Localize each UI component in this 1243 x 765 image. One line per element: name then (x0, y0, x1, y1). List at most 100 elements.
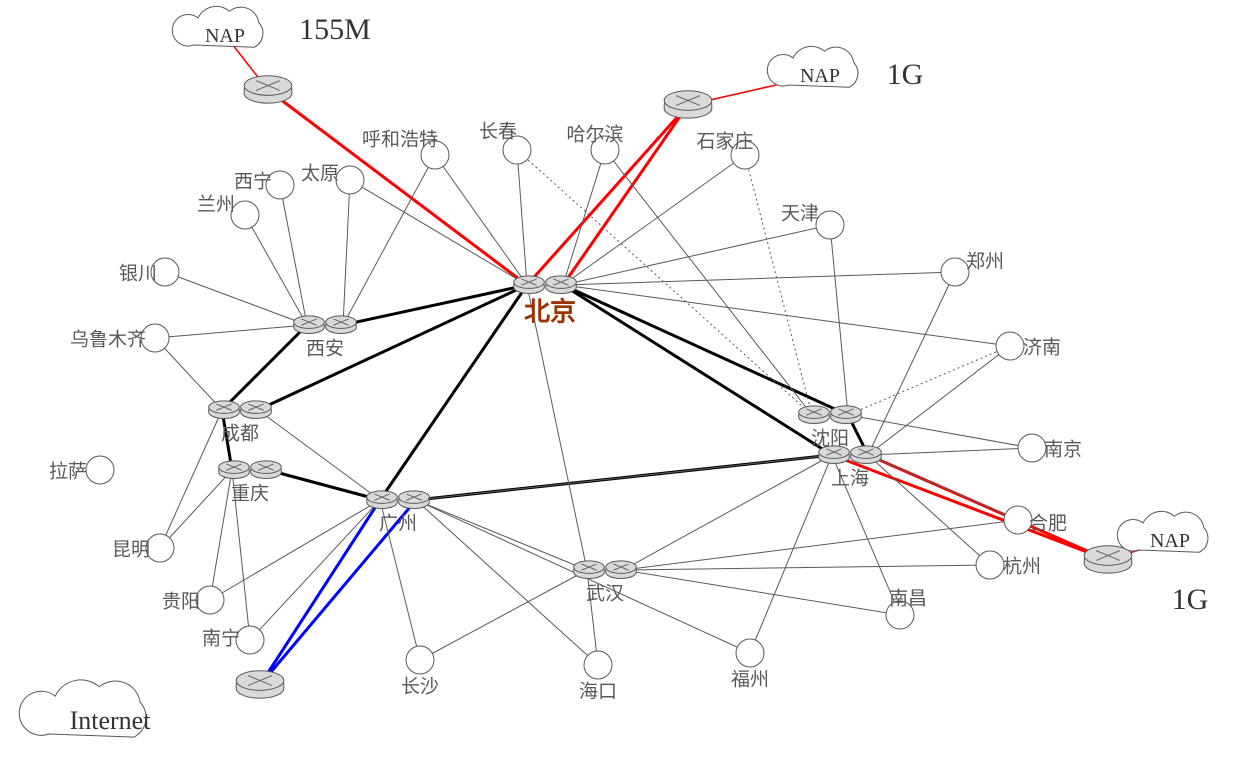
edge (623, 570, 900, 615)
router-pair-icon (326, 316, 357, 334)
node-label: 银川 (119, 259, 157, 286)
node-label: 石家庄 (696, 127, 753, 154)
node-label: 重庆 (231, 479, 269, 506)
edge (416, 455, 832, 500)
node-label: 沈阳 (811, 424, 849, 451)
city-node (996, 332, 1024, 360)
edge (563, 272, 955, 285)
edge (420, 570, 587, 660)
edge (343, 285, 527, 325)
edge (868, 346, 1010, 455)
edge (210, 500, 380, 600)
node-label: 拉萨 (49, 457, 87, 484)
edge (245, 215, 307, 325)
svg-text:Internet: Internet (70, 706, 152, 735)
node-label: 南京 (1044, 435, 1082, 462)
node-label: 155M (299, 13, 371, 47)
edge (435, 155, 527, 285)
router-icon (236, 671, 284, 698)
city-node (1018, 434, 1046, 462)
edge (623, 565, 990, 570)
edge (222, 325, 307, 410)
city-node (406, 646, 434, 674)
router-icon (244, 76, 292, 103)
node-label: 杭州 (1003, 552, 1041, 579)
node-label: 1G (887, 58, 924, 92)
edge (258, 410, 380, 500)
edge (563, 225, 830, 285)
edge (260, 500, 380, 685)
edge (160, 410, 222, 548)
edge (750, 455, 832, 653)
svg-text:NAP: NAP (1150, 530, 1190, 552)
edge (416, 500, 587, 570)
city-node (231, 201, 259, 229)
city-node (236, 626, 264, 654)
svg-text:NAP: NAP (205, 25, 245, 47)
router-pair-icon (219, 461, 250, 479)
node-label: 广州 (379, 509, 417, 536)
node-label: 贵阳 (162, 587, 200, 614)
router-pair-icon (851, 446, 882, 464)
edge (155, 338, 222, 410)
router-pair-icon (831, 406, 862, 424)
router-pair-icon (399, 491, 430, 509)
edge (258, 285, 527, 410)
edge (848, 415, 1032, 448)
node-label: 西宁 (234, 167, 272, 194)
city-node (941, 258, 969, 286)
city-node (1004, 506, 1032, 534)
edge (563, 150, 605, 285)
network-canvas: NAP NAP NAP Internet (0, 0, 1243, 765)
city-node (736, 639, 764, 667)
node-label: 1G (1172, 583, 1209, 617)
edge (350, 180, 527, 285)
router-pair-icon (606, 561, 637, 579)
cloud-icon: NAP (1117, 511, 1208, 552)
edge (343, 180, 350, 325)
city-node (816, 211, 844, 239)
router-icon (1084, 546, 1132, 573)
edge (623, 455, 832, 570)
edge (868, 455, 990, 565)
node-label: 兰州 (197, 190, 235, 217)
node-label: 上海 (831, 464, 869, 491)
edge (280, 185, 307, 325)
router-pair-icon (367, 491, 398, 509)
router-pair-icon (799, 406, 830, 424)
edge (745, 155, 812, 415)
edge (868, 272, 955, 455)
city-node (976, 551, 1004, 579)
edge (165, 272, 307, 325)
cloud-icon: NAP (172, 6, 263, 47)
node-label: 南宁 (202, 624, 240, 651)
city-node (146, 534, 174, 562)
svg-text:NAP: NAP (800, 65, 840, 87)
router-pair-icon (574, 561, 605, 579)
node-label: 哈尔滨 (566, 120, 623, 147)
edge (830, 225, 848, 415)
cloud-icon: NAP (767, 46, 858, 87)
cloud-icon: Internet (19, 680, 151, 737)
node-label: 太原 (301, 159, 339, 186)
edge (210, 470, 232, 600)
node-label: 武汉 (586, 579, 624, 606)
router-icon (664, 91, 712, 118)
edge (380, 285, 527, 500)
node-label: 合肥 (1029, 509, 1067, 536)
node-label: 海口 (579, 677, 617, 704)
node-label: 长春 (479, 117, 517, 144)
router-pair-icon (209, 401, 240, 419)
edge (868, 455, 1018, 520)
edge (517, 150, 527, 285)
router-pair-icon (251, 461, 282, 479)
edge (563, 155, 745, 285)
node-label: 南昌 (889, 584, 927, 611)
city-node (336, 166, 364, 194)
node-label: 乌鲁木齐 (70, 325, 146, 352)
node-label: 济南 (1023, 333, 1061, 360)
edge (848, 346, 1010, 415)
city-node (584, 651, 612, 679)
edge (563, 285, 832, 455)
node-label: 成都 (221, 419, 259, 446)
